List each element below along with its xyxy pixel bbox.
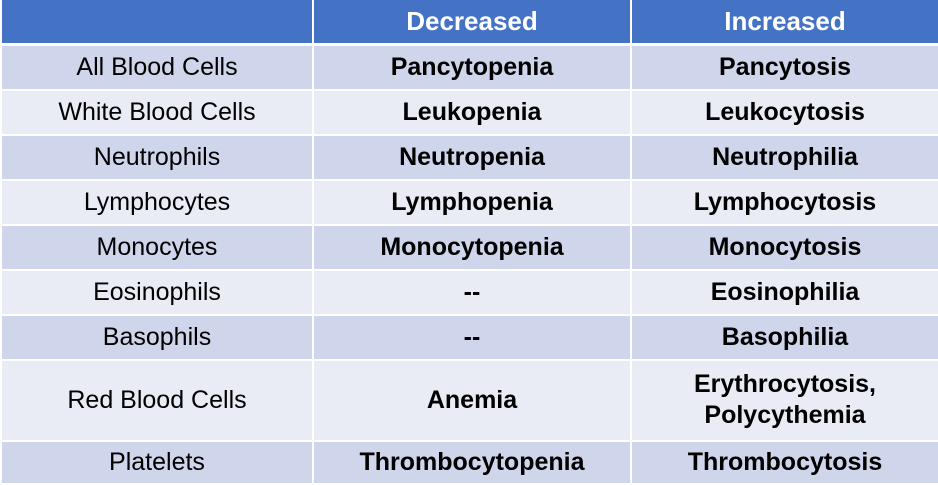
increased-cell: Thrombocytosis [630, 439, 938, 483]
decreased-cell: Leukopenia [312, 88, 632, 135]
category-cell: Eosinophils [0, 268, 314, 315]
table-row: White Blood Cells Leukopenia Leukocytosi… [0, 88, 938, 135]
increased-cell: Neutrophilia [630, 133, 938, 180]
category-cell: Lymphocytes [0, 178, 314, 225]
decreased-cell: Neutropenia [312, 133, 632, 180]
increased-cell: Erythrocytosis, Polycythemia [630, 358, 938, 441]
decreased-cell: Thrombocytopenia [312, 439, 632, 483]
increased-cell: Pancytosis [630, 43, 938, 90]
increased-cell: Eosinophilia [630, 268, 938, 315]
category-cell: Monocytes [0, 223, 314, 270]
category-cell: Red Blood Cells [0, 358, 314, 441]
table-row: Eosinophils -- Eosinophilia [0, 268, 938, 315]
category-cell: Neutrophils [0, 133, 314, 180]
decreased-cell: Anemia [312, 358, 632, 441]
header-row: Decreased Increased [0, 0, 938, 46]
increased-cell: Lymphocytosis [630, 178, 938, 225]
decreased-cell: Monocytopenia [312, 223, 632, 270]
category-cell: Platelets [0, 439, 314, 483]
category-cell: Basophils [0, 313, 314, 360]
decreased-cell: Pancytopenia [312, 43, 632, 90]
decreased-cell: Lymphopenia [312, 178, 632, 225]
increased-line-1: Erythrocytosis, [693, 370, 876, 398]
increased-cell: Basophilia [630, 313, 938, 360]
increased-line-2: Polycythemia [704, 401, 866, 429]
decreased-cell: -- [312, 313, 632, 360]
table-row: Platelets Thrombocytopenia Thrombocytosi… [0, 439, 938, 483]
category-cell: All Blood Cells [0, 43, 314, 90]
table-row: Basophils -- Basophilia [0, 313, 938, 360]
header-category [0, 0, 314, 46]
increased-cell: Monocytosis [630, 223, 938, 270]
table-row: Lymphocytes Lymphopenia Lymphocytosis [0, 178, 938, 225]
table-row: Red Blood Cells Anemia Erythrocytosis, P… [0, 358, 938, 441]
table-row: Neutrophils Neutropenia Neutrophilia [0, 133, 938, 180]
header-increased: Increased [630, 0, 938, 46]
table-row: Monocytes Monocytopenia Monocytosis [0, 223, 938, 270]
increased-cell: Leukocytosis [630, 88, 938, 135]
table-row: All Blood Cells Pancytopenia Pancytosis [0, 43, 938, 90]
category-cell: White Blood Cells [0, 88, 314, 135]
decreased-cell: -- [312, 268, 632, 315]
header-decreased: Decreased [312, 0, 632, 46]
